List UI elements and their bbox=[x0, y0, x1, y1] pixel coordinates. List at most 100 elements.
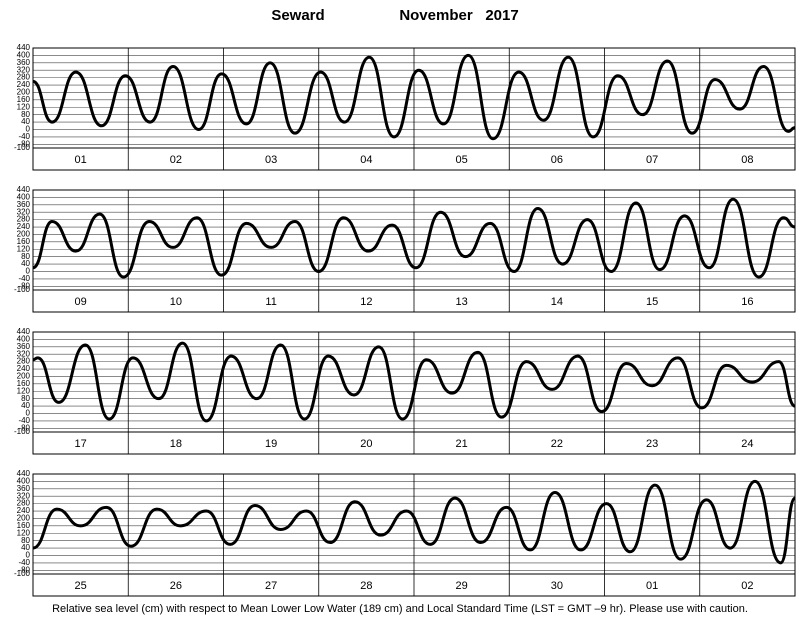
y-tick-label: 360 bbox=[17, 484, 31, 493]
y-tick-label: 320 bbox=[17, 65, 31, 74]
y-tick-label: -100 bbox=[14, 569, 31, 578]
y-tick-label: 440 bbox=[17, 43, 31, 52]
y-tick-label: 360 bbox=[17, 58, 31, 67]
y-tick-label: -80 bbox=[18, 139, 30, 148]
y-tick-label: -80 bbox=[18, 281, 30, 290]
y-tick-label: 400 bbox=[17, 51, 31, 60]
day-label: 28 bbox=[360, 580, 372, 592]
y-tick-label: 320 bbox=[17, 349, 31, 358]
footnote: Relative sea level (cm) with respect to … bbox=[52, 603, 748, 615]
day-label: 15 bbox=[646, 296, 658, 308]
y-tick-label: 240 bbox=[17, 364, 31, 373]
day-label: 14 bbox=[551, 296, 563, 308]
y-tick-label: -80 bbox=[18, 423, 30, 432]
y-tick-label: 320 bbox=[17, 207, 31, 216]
tide-line bbox=[32, 53, 796, 141]
y-tick-label: 40 bbox=[21, 543, 30, 552]
y-tick-label: 0 bbox=[26, 551, 31, 560]
y-tick-label: 160 bbox=[17, 521, 31, 530]
y-tick-label: -40 bbox=[18, 558, 30, 567]
y-tick-label: 40 bbox=[21, 259, 30, 268]
y-tick-label: 80 bbox=[21, 536, 30, 545]
day-label: 25 bbox=[75, 580, 87, 592]
y-tick-label: 200 bbox=[17, 230, 31, 239]
day-label: 05 bbox=[456, 154, 468, 166]
y-tick-label: 120 bbox=[17, 528, 31, 537]
y-tick-label: 240 bbox=[17, 80, 31, 89]
y-tick-label: -100 bbox=[14, 143, 31, 152]
y-tick-label: 240 bbox=[17, 506, 31, 515]
day-label: 16 bbox=[741, 296, 753, 308]
y-tick-label: 240 bbox=[17, 222, 31, 231]
day-label: 23 bbox=[646, 438, 658, 450]
y-tick-label: 120 bbox=[17, 102, 31, 111]
y-tick-label: 400 bbox=[17, 477, 31, 486]
y-tick-label: -100 bbox=[14, 285, 31, 294]
y-tick-label: 400 bbox=[17, 193, 31, 202]
y-tick-label: -40 bbox=[18, 274, 30, 283]
y-tick-label: 320 bbox=[17, 491, 31, 500]
y-tick-label: 120 bbox=[17, 244, 31, 253]
y-tick-label: -80 bbox=[18, 565, 30, 574]
y-tick-label: 280 bbox=[17, 215, 31, 224]
y-tick-label: 440 bbox=[17, 469, 31, 478]
day-label: 17 bbox=[75, 438, 87, 450]
y-tick-label: 440 bbox=[17, 327, 31, 336]
y-tick-label: 160 bbox=[17, 379, 31, 388]
day-label: 08 bbox=[741, 154, 753, 166]
day-label: 18 bbox=[170, 438, 182, 450]
day-label: 26 bbox=[170, 580, 182, 592]
y-tick-label: 200 bbox=[17, 88, 31, 97]
y-tick-label: 280 bbox=[17, 357, 31, 366]
y-tick-label: 0 bbox=[26, 409, 31, 418]
day-label: 24 bbox=[741, 438, 753, 450]
day-label: 07 bbox=[646, 154, 658, 166]
tide-line bbox=[32, 341, 796, 423]
day-label: 01 bbox=[646, 580, 658, 592]
day-label: 09 bbox=[75, 296, 87, 308]
y-tick-label: -40 bbox=[18, 132, 30, 141]
day-label: 13 bbox=[456, 296, 468, 308]
y-tick-label: 360 bbox=[17, 342, 31, 351]
day-label: 22 bbox=[551, 438, 563, 450]
day-label: 04 bbox=[360, 154, 372, 166]
day-label: 10 bbox=[170, 296, 182, 308]
y-tick-label: 280 bbox=[17, 499, 31, 508]
y-tick-label: 400 bbox=[17, 335, 31, 344]
day-label: 11 bbox=[265, 296, 276, 308]
y-tick-label: 0 bbox=[26, 267, 31, 276]
day-label: 02 bbox=[170, 154, 182, 166]
day-label: 02 bbox=[741, 580, 753, 592]
y-tick-label: 160 bbox=[17, 237, 31, 246]
y-tick-label: 360 bbox=[17, 200, 31, 209]
y-tick-label: 200 bbox=[17, 372, 31, 381]
y-tick-label: 80 bbox=[21, 394, 30, 403]
day-label: 21 bbox=[456, 438, 468, 450]
y-tick-label: -100 bbox=[14, 427, 31, 436]
month-title: November bbox=[399, 7, 473, 24]
y-tick-label: -40 bbox=[18, 416, 30, 425]
day-label: 29 bbox=[456, 580, 468, 592]
station-title: Seward bbox=[271, 7, 324, 24]
y-tick-label: 160 bbox=[17, 95, 31, 104]
day-label: 19 bbox=[265, 438, 277, 450]
year-title: 2017 bbox=[485, 7, 518, 24]
tide-line bbox=[32, 197, 796, 279]
y-tick-label: 440 bbox=[17, 185, 31, 194]
y-tick-label: 280 bbox=[17, 73, 31, 82]
y-tick-label: 40 bbox=[21, 401, 30, 410]
y-tick-label: 80 bbox=[21, 252, 30, 261]
y-tick-label: 200 bbox=[17, 514, 31, 523]
day-label: 06 bbox=[551, 154, 563, 166]
y-tick-label: 40 bbox=[21, 117, 30, 126]
y-tick-label: 0 bbox=[26, 125, 31, 134]
day-label: 30 bbox=[551, 580, 563, 592]
tide-line bbox=[32, 479, 797, 565]
day-label: 27 bbox=[265, 580, 277, 592]
y-tick-label: 80 bbox=[21, 110, 30, 119]
day-label: 12 bbox=[360, 296, 372, 308]
y-tick-label: 120 bbox=[17, 386, 31, 395]
day-label: 03 bbox=[265, 154, 277, 166]
day-label: 20 bbox=[360, 438, 372, 450]
